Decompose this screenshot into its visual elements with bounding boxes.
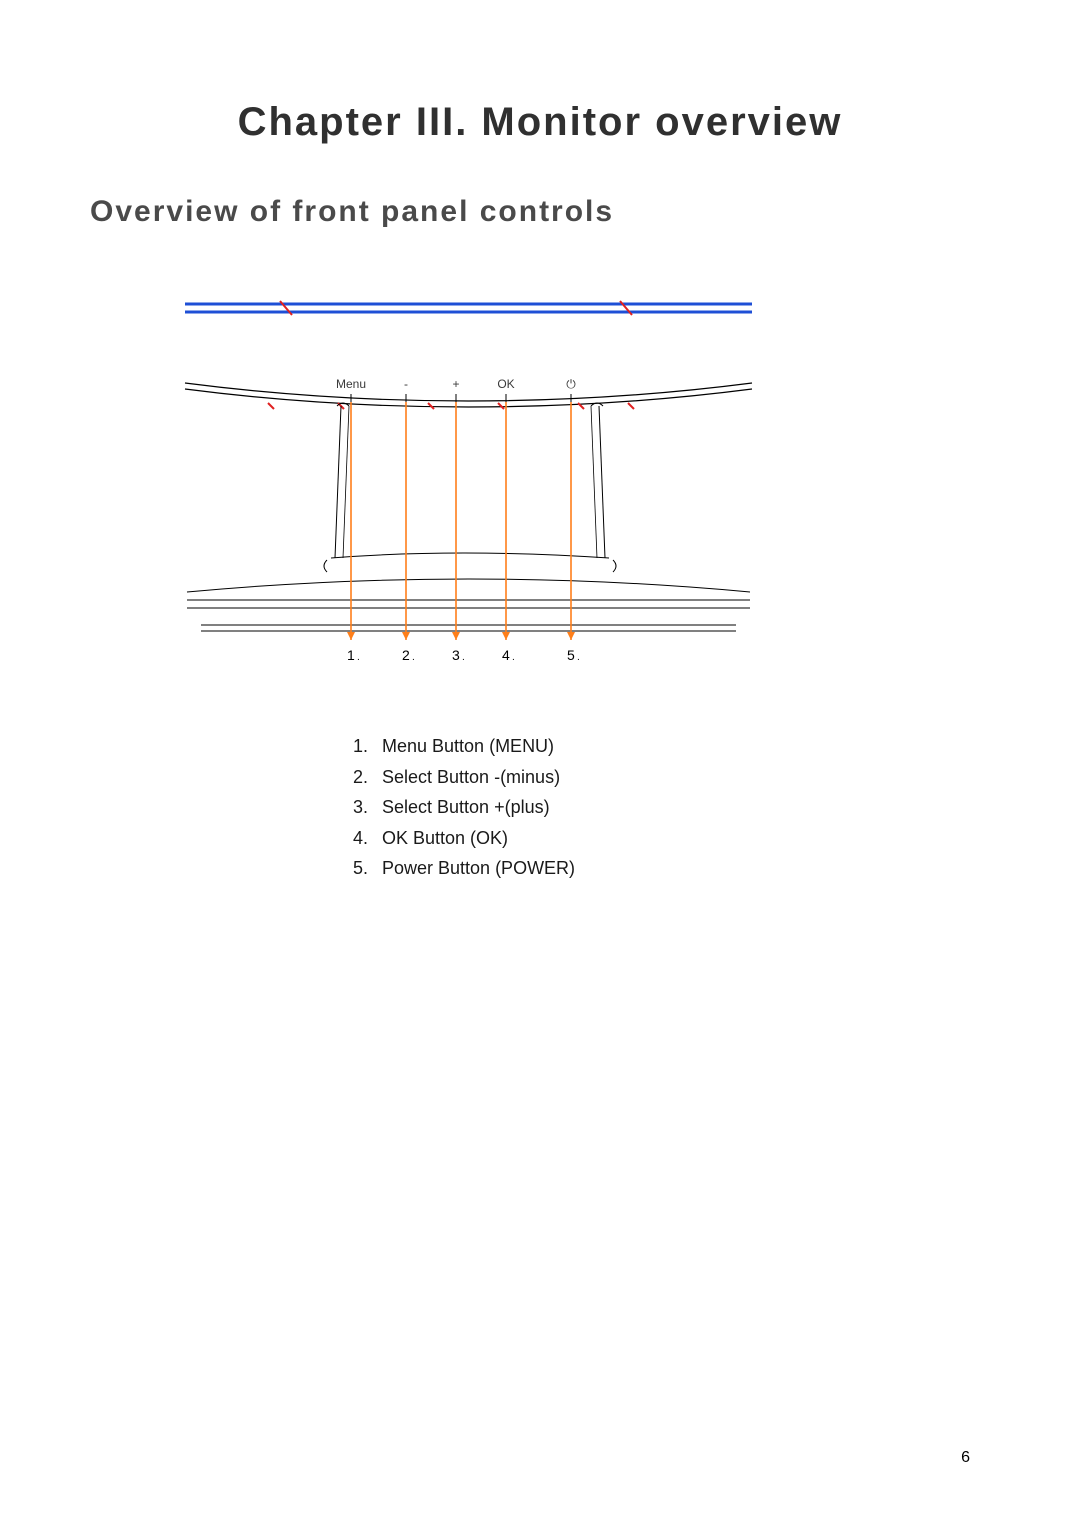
controls-legend: 1. Menu Button (MENU) 2. Select Button -(mi… [340,731,990,884]
svg-text:⏻: ⏻ [566,377,576,391]
svg-text:.: . [577,652,580,663]
legend-item: 1. Menu Button (MENU) [340,731,990,762]
legend-item: 2. Select Button -(minus) [340,762,990,793]
svg-text:.: . [462,652,465,663]
legend-item-number: 2. [340,762,368,793]
svg-text:3: 3 [452,647,460,663]
svg-text:+: + [452,377,459,391]
svg-text:4: 4 [502,647,510,663]
page-number: 6 [961,1449,970,1467]
legend-item-number: 3. [340,792,368,823]
svg-text:2: 2 [402,647,410,663]
legend-item-number: 4. [340,823,368,854]
svg-text:1: 1 [347,647,355,663]
svg-text:Menu: Menu [336,377,366,391]
svg-text:.: . [412,652,415,663]
legend-item-text: Menu Button (MENU) [382,731,554,762]
monitor-diagram-svg: Menu-+OK⏻1.2.3.4.5. [181,290,756,670]
svg-text:.: . [357,652,360,663]
monitor-diagram: Menu-+OK⏻1.2.3.4.5. [180,289,757,671]
svg-text:-: - [404,377,408,391]
section-title: Overview of front panel controls [90,195,990,229]
svg-text:5: 5 [567,647,575,663]
legend-item-text: Select Button -(minus) [382,762,560,793]
legend-item-number: 1. [340,731,368,762]
legend-item-text: Power Button (POWER) [382,853,575,884]
legend-item: 3. Select Button +(plus) [340,792,990,823]
svg-text:OK: OK [497,377,514,391]
svg-text:.: . [512,652,515,663]
legend-item-text: Select Button +(plus) [382,792,550,823]
legend-item: 5. Power Button (POWER) [340,853,990,884]
legend-item-number: 5. [340,853,368,884]
chapter-title: Chapter III. Monitor overview [90,100,990,145]
legend-item-text: OK Button (OK) [382,823,508,854]
legend-item: 4. OK Button (OK) [340,823,990,854]
document-page: Chapter III. Monitor overview Overview o… [0,0,1080,1527]
